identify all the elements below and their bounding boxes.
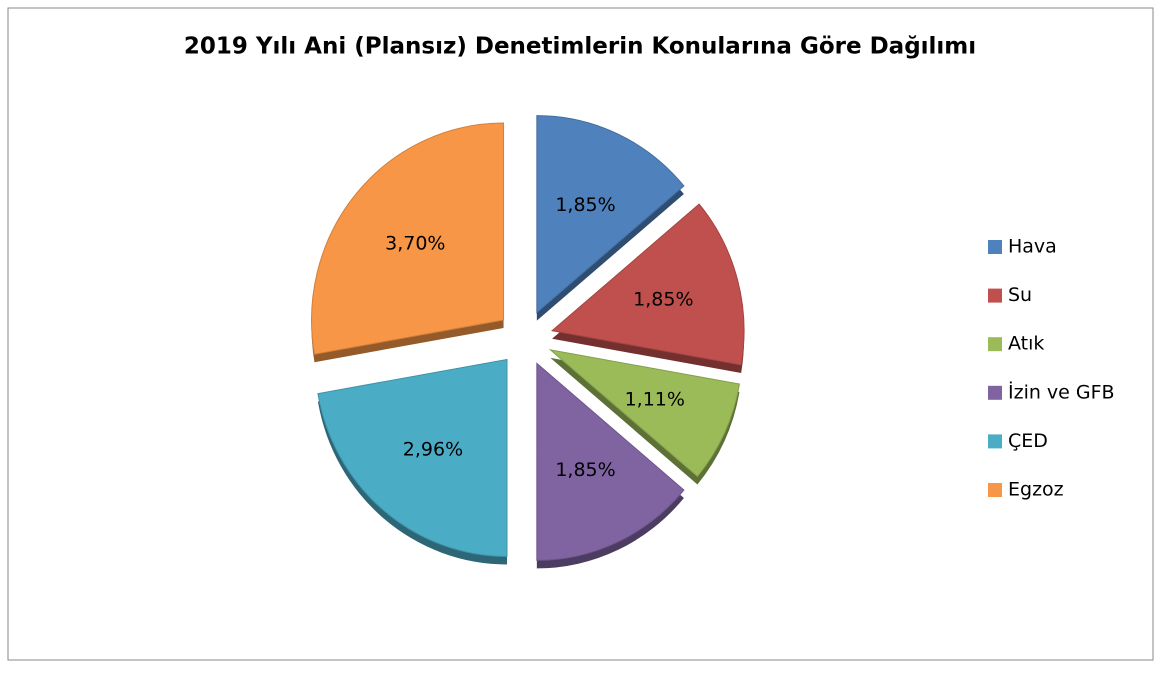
slice bbox=[550, 203, 745, 373]
slice bbox=[536, 362, 685, 569]
legend-label: ÇED bbox=[1008, 430, 1048, 452]
legend-swatch bbox=[988, 240, 1002, 254]
legend-swatch bbox=[988, 434, 1002, 449]
legend-label: İzin ve GFB bbox=[1008, 380, 1115, 403]
legend-label: Egzoz bbox=[1008, 479, 1064, 501]
slice-top bbox=[550, 203, 745, 366]
legend-swatch bbox=[988, 385, 1002, 400]
data-label: 1,85% bbox=[633, 289, 693, 311]
legend-label: Su bbox=[1008, 284, 1032, 306]
legend-swatch bbox=[988, 337, 1002, 352]
legend-swatch bbox=[988, 288, 1002, 303]
data-label: 1,11% bbox=[625, 388, 685, 410]
slice-top bbox=[317, 358, 508, 557]
slice bbox=[317, 358, 508, 565]
data-label: 1,85% bbox=[555, 459, 615, 481]
chart-title: 2019 Yılı Ani (Plansız) Denetimlerin Kon… bbox=[184, 34, 976, 60]
slice bbox=[536, 115, 685, 321]
legend-swatch bbox=[988, 483, 1002, 497]
slice bbox=[548, 349, 741, 485]
legend-label: Atık bbox=[1008, 333, 1044, 355]
slice bbox=[311, 122, 505, 363]
data-label: 2,96% bbox=[403, 438, 463, 460]
slice-top bbox=[311, 122, 505, 355]
slice-top bbox=[536, 115, 685, 314]
data-label: 1,85% bbox=[555, 194, 615, 216]
slice-top bbox=[536, 362, 685, 561]
data-label: 3,70% bbox=[385, 233, 445, 255]
legend-label: Hava bbox=[1008, 236, 1057, 258]
slice-top bbox=[548, 349, 741, 478]
